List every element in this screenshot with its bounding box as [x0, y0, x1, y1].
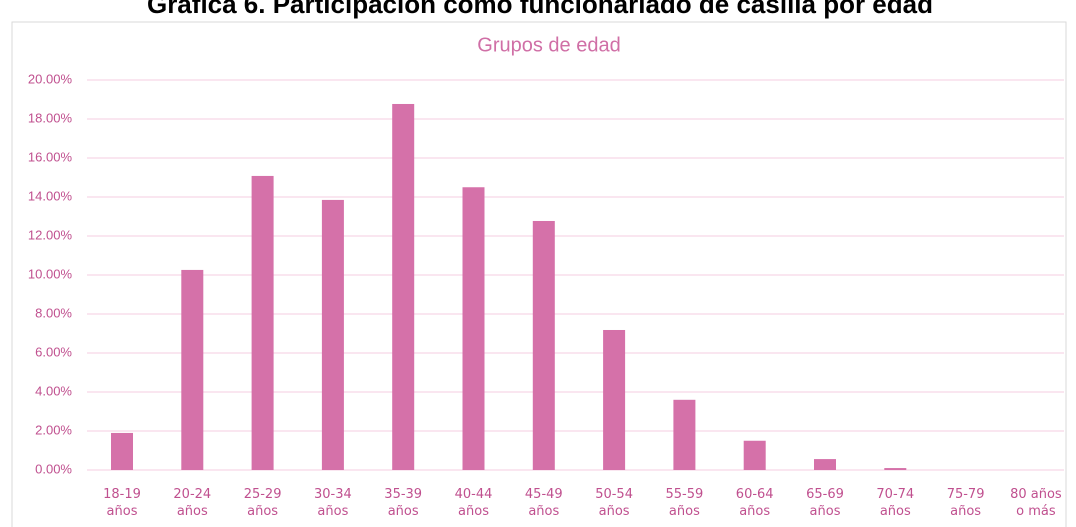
x-tick-label: 70-74 años — [876, 487, 915, 519]
x-tick-label: 65-69 años — [806, 487, 844, 519]
x-tick-label: 20-24 años — [173, 487, 212, 519]
y-tick-label: 20.00% — [28, 71, 73, 86]
bar — [814, 459, 836, 470]
bar — [321, 199, 344, 471]
heading: Gráfica 6. Participación como funcionari… — [147, 0, 933, 19]
x-tick-label: 55-59 años — [665, 487, 704, 519]
bar — [251, 175, 274, 470]
y-tick-label: 0.00% — [35, 461, 72, 476]
y-tick-label: 12.00% — [28, 227, 73, 242]
x-tick-label: 75-79 años — [946, 487, 985, 519]
x-tick-label: 25-29 años — [243, 487, 282, 519]
x-tick-label: 45-49 años — [524, 487, 563, 519]
bar — [111, 432, 133, 470]
x-tick-label: 80 años o más — [1010, 487, 1062, 519]
x-tick-label: 35-39 años — [384, 487, 423, 519]
chart-title: Grupos de edad — [477, 34, 620, 56]
y-tick-label: 8.00% — [35, 305, 72, 320]
y-tick-label: 18.00% — [28, 110, 73, 125]
y-tick-label: 14.00% — [28, 188, 73, 203]
x-tick-label: 18-19 años — [103, 487, 141, 519]
bar — [462, 187, 485, 470]
bar — [884, 468, 907, 470]
y-tick-label: 2.00% — [35, 422, 72, 437]
y-tick-label: 16.00% — [28, 149, 73, 164]
bar — [743, 440, 766, 470]
x-tick-label: 40-44 años — [454, 487, 493, 519]
x-tick-label: 60-64 años — [735, 487, 774, 519]
chart-border — [11, 21, 1067, 527]
bar — [392, 103, 415, 471]
bar — [181, 269, 204, 470]
bar — [673, 399, 696, 470]
y-tick-label: 4.00% — [35, 383, 72, 398]
y-tick-label: 6.00% — [35, 344, 72, 359]
bar — [603, 329, 626, 470]
x-tick-label: 30-34 años — [314, 487, 352, 519]
x-tick-label: 50-54 años — [595, 487, 633, 519]
bar — [532, 220, 555, 470]
y-tick-label: 10.00% — [28, 266, 73, 281]
